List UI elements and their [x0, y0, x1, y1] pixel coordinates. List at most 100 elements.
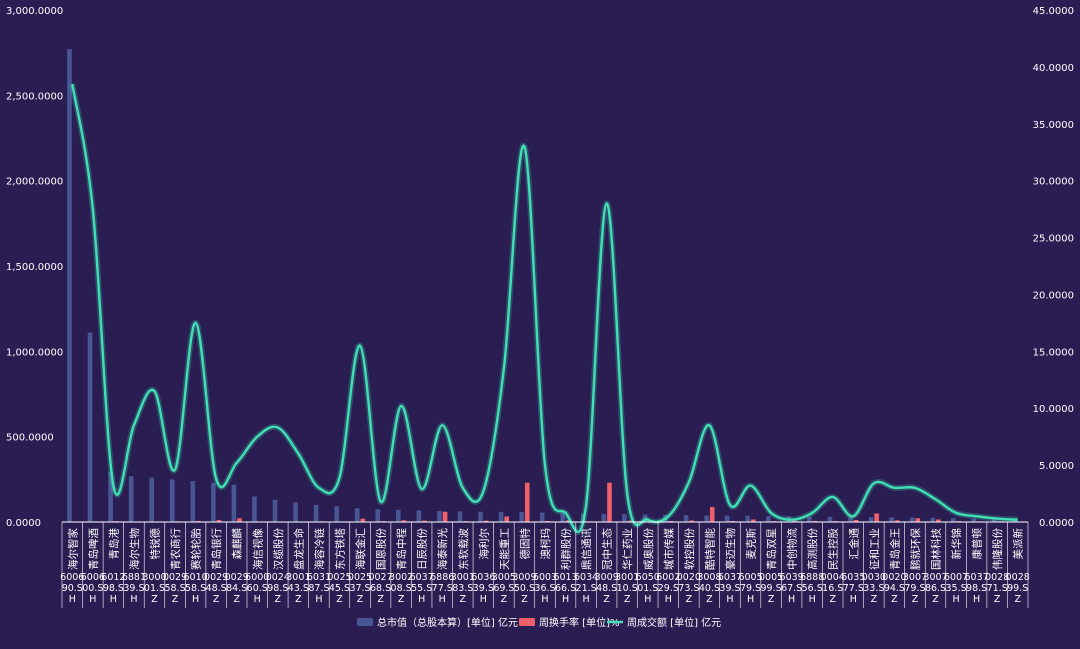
- y-tick-label: 1,000.0000: [6, 347, 63, 358]
- market-cap-bar: [417, 510, 422, 522]
- x-category-code: 35.S: [945, 583, 966, 594]
- x-category-code: Z: [932, 594, 939, 605]
- x-category-name: 德固特: [518, 528, 531, 560]
- x-category-code: 90.S: [62, 583, 83, 594]
- market-cap-bar: [149, 478, 154, 522]
- x-category-name: 麦克斯: [745, 528, 758, 560]
- turnover-bar: [607, 483, 612, 522]
- x-category-name: 青岛中程: [395, 528, 408, 570]
- turnover-bar: [443, 512, 448, 522]
- x-category-code: 84.S: [226, 583, 247, 594]
- market-cap-bar: [910, 518, 915, 522]
- x-category-code: 67.S: [781, 583, 802, 594]
- market-cap-bar: [889, 517, 894, 522]
- x-category-name: 威奥股份: [642, 528, 655, 570]
- x-category-code: H: [315, 594, 322, 605]
- legend-item[interactable]: 总市值（总股本算）[单位] 亿元: [357, 616, 518, 629]
- x-category-name: 冠中生态: [601, 528, 614, 570]
- legend-item[interactable]: 周换手率 [单位]%: [519, 616, 619, 629]
- y-tick-label: 2,000.0000: [6, 177, 63, 188]
- x-category-code: 45.S: [329, 583, 350, 594]
- x-category-code: H: [973, 594, 980, 605]
- market-cap-bar: [602, 514, 607, 522]
- x-category-code: H: [480, 594, 487, 605]
- x-category-name: 城市传媒: [662, 528, 675, 570]
- x-category-code: 66.S: [555, 583, 576, 594]
- x-category-code: H: [809, 594, 816, 605]
- x-category-code: 68.S: [370, 583, 391, 594]
- x-category-code: 99.S: [761, 583, 782, 594]
- market-cap-bar: [437, 511, 442, 522]
- market-cap-bar: [252, 496, 257, 522]
- x-category-code: Z: [521, 594, 528, 605]
- x-category-code: 73.S: [678, 583, 699, 594]
- x-category-code: 58.S: [185, 583, 206, 594]
- x-category-code: 83.S: [452, 583, 473, 594]
- x-category-code: Z: [891, 594, 898, 605]
- market-cap-bar: [314, 505, 319, 522]
- x-category-code: H: [89, 594, 96, 605]
- x-category-code: Z: [275, 594, 282, 605]
- y2-tick-label: 5.0000: [1039, 461, 1074, 472]
- x-category-code: 56.S: [802, 583, 823, 594]
- market-cap-bar: [684, 515, 689, 522]
- x-category-code: H: [562, 594, 569, 605]
- x-category-name: 汇金通: [847, 528, 860, 560]
- line-layer: [72, 84, 1017, 532]
- market-cap-bar: [88, 333, 93, 522]
- market-cap-bar: [458, 511, 463, 522]
- market-cap-bar: [190, 481, 195, 522]
- turnover-bar: [237, 518, 242, 522]
- x-category-code: 98.S: [103, 583, 124, 594]
- market-cap-bar: [478, 512, 483, 522]
- x-category-name: 海利尔: [477, 528, 490, 560]
- x-category-code: 10.S: [617, 583, 638, 594]
- x-category-name: 东软载波: [457, 528, 470, 570]
- x-category-code: H: [110, 594, 117, 605]
- x-category-name: 软控股份: [683, 528, 696, 570]
- x-category-code: 69.S: [493, 583, 514, 594]
- x-category-code: 39.S: [719, 583, 740, 594]
- x-category-code: H: [747, 594, 754, 605]
- y-tick-label: 2,500.0000: [6, 91, 63, 102]
- x-category-name: 民生控股: [827, 528, 840, 570]
- x-category-name: 征和工业: [869, 528, 881, 570]
- x-category-name: 国恩股份: [376, 528, 388, 570]
- x-category-code: 00.S: [82, 583, 103, 594]
- legend[interactable]: 总市值（总股本算）[单位] 亿元周换手率 [单位]%周成交额 [单位] 亿元: [357, 616, 721, 629]
- x-category-name: 鼎信通讯: [580, 528, 593, 570]
- x-category-code: 21.S: [576, 583, 597, 594]
- y2-tick-label: 30.0000: [1033, 177, 1074, 188]
- market-cap-bar: [396, 510, 401, 522]
- x-category-name: 酷特智能: [703, 528, 716, 570]
- legend-label: 总市值（总股本算）[单位] 亿元: [377, 616, 518, 629]
- x-category-code: 08.S: [391, 583, 412, 594]
- y2-tick-label: 10.0000: [1033, 404, 1074, 415]
- x-category-code: H: [788, 594, 795, 605]
- y2-tick-label: 0.0000: [1039, 518, 1074, 529]
- x-category-name: 海信视像: [251, 528, 264, 570]
- turnover-bar: [710, 507, 715, 522]
- x-category-code: H: [583, 594, 590, 605]
- x-category-code: 50.S: [514, 583, 535, 594]
- market-cap-bar: [540, 513, 545, 522]
- y-tick-label: 500.0000: [6, 433, 54, 444]
- x-category-code: 79.S: [904, 583, 925, 594]
- legend-item[interactable]: 周成交额 [单位] 亿元: [607, 616, 721, 629]
- x-category-code: 94.S: [884, 583, 905, 594]
- x-category-code: Z: [336, 594, 343, 605]
- legend-swatch: [357, 618, 373, 626]
- x-category-name: 中创物流: [786, 528, 799, 570]
- market-cap-bar: [766, 516, 771, 522]
- x-category-code: 98.S: [966, 583, 987, 594]
- x-category-name: 汉缆股份: [272, 528, 285, 570]
- market-cap-bar: [745, 516, 750, 522]
- x-category-code: H: [541, 594, 548, 605]
- market-cap-bar: [67, 49, 72, 522]
- x-category-code: 40.S: [699, 583, 720, 594]
- x-category-code: H: [850, 594, 857, 605]
- x-category-code: 39.S: [123, 583, 144, 594]
- volume-line: [72, 84, 1017, 532]
- y2-tick-label: 15.0000: [1033, 347, 1074, 358]
- x-category-name: 森麒麟: [231, 528, 244, 560]
